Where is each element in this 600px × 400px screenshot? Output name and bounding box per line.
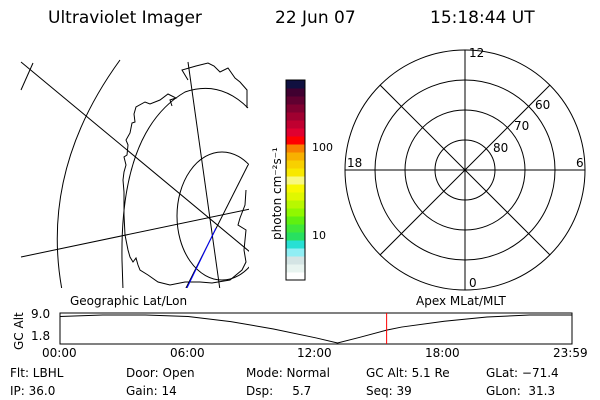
latitude-circle	[176, 151, 249, 281]
colorbar-swatch	[286, 272, 305, 281]
colorbar	[285, 79, 306, 281]
y-tick-bottom: 1.8	[31, 329, 51, 343]
geographic-label: Geographic Lat/Lon	[70, 294, 188, 308]
colorbar-swatch	[286, 240, 305, 249]
mlt-label-0: 0	[469, 276, 477, 290]
info-glon: GLon: 31.3	[486, 384, 556, 398]
colorbar-swatch	[286, 96, 305, 105]
colorbar-swatch	[286, 248, 305, 257]
colorbar-swatch	[286, 200, 305, 209]
info-glat: GLat: −71.4	[486, 366, 559, 380]
lat-label-80: 80	[493, 141, 509, 155]
meridian	[20, 208, 249, 258]
colorbar-swatch	[286, 184, 305, 193]
meridian	[187, 61, 221, 288]
mlt-label-18: 18	[347, 156, 363, 170]
colorbar-swatch	[286, 192, 305, 201]
colorbar-swatch	[286, 104, 305, 113]
meridian	[185, 164, 249, 288]
info-mode: Mode: Normal	[246, 366, 330, 380]
colorbar-swatch	[286, 128, 305, 137]
apex-polar-grid	[344, 49, 586, 291]
geographic-map	[20, 59, 249, 288]
colorbar-frame	[285, 79, 306, 281]
instrument-title: Ultraviolet Imager	[48, 8, 202, 28]
colorbar-swatch	[286, 136, 305, 145]
colorbar-swatch	[286, 152, 305, 161]
orbit-track	[186, 227, 217, 288]
x-tick: 06:00	[170, 346, 205, 360]
colorbar-unit: photon cm⁻²s⁻¹	[270, 147, 284, 240]
apex-label: Apex MLat/MLT	[416, 294, 506, 308]
colorbar-swatch	[286, 176, 305, 185]
colorbar-tick-100: 100	[312, 141, 333, 154]
latitude-circle	[56, 59, 121, 288]
y-tick-top: 9.0	[31, 307, 51, 321]
x-tick: 12:00	[297, 346, 332, 360]
info-gc-alt: GC Alt: 5.1 Re	[366, 366, 450, 380]
meridian	[20, 62, 34, 91]
colorbar-swatch	[286, 216, 305, 225]
x-tick: 23:59	[553, 346, 588, 360]
info-gain: Gain: 14	[126, 384, 177, 398]
date-label: 22 Jun 07	[275, 8, 356, 28]
x-tick: 00:00	[42, 346, 77, 360]
mlt-label-12: 12	[469, 46, 485, 60]
mlt-label-6: 6	[576, 156, 584, 170]
time-label: 15:18:44 UT	[430, 8, 535, 28]
altitude-timeline	[59, 312, 573, 345]
colorbar-swatch	[286, 120, 305, 129]
colorbar-swatch	[286, 232, 305, 241]
colorbar-swatch	[286, 208, 305, 217]
colorbar-swatch	[286, 144, 305, 153]
colorbar-swatch	[286, 264, 305, 273]
colorbar-swatch	[286, 80, 305, 89]
colorbar-swatch	[286, 88, 305, 97]
latitude-circle	[121, 87, 249, 288]
info-seq: Seq: 39	[366, 384, 412, 398]
info-filter: Flt: LBHL	[10, 366, 64, 380]
lat-label-60: 60	[535, 98, 551, 112]
x-tick: 18:00	[425, 346, 460, 360]
info-ip: IP: 36.0	[10, 384, 56, 398]
info-dsp: Dsp: 5.7	[246, 384, 312, 398]
colorbar-swatch	[286, 168, 305, 177]
altitude-line	[59, 314, 572, 344]
colorbar-tick-10: 10	[312, 229, 326, 242]
info-door: Door: Open	[126, 366, 195, 380]
colorbar-swatch	[286, 224, 305, 233]
meridian	[20, 61, 249, 252]
colorbar-swatch	[286, 256, 305, 265]
y-axis-label: GC Alt	[12, 312, 26, 350]
lat-label-70: 70	[514, 119, 530, 133]
colorbar-swatch	[286, 160, 305, 169]
colorbar-swatch	[286, 112, 305, 121]
coastline	[122, 62, 248, 286]
